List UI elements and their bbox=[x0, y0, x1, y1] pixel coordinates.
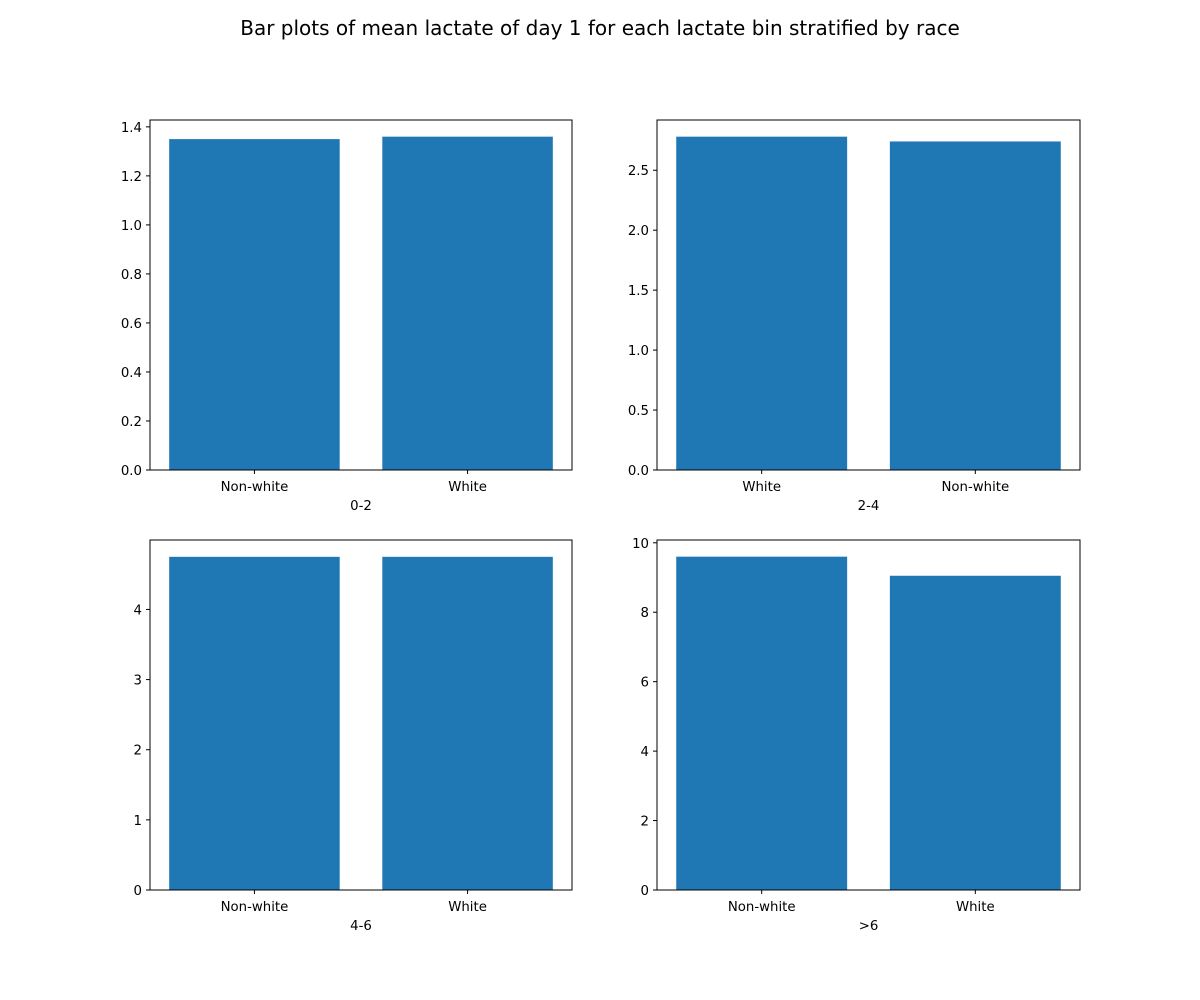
y-tick-label: 4 bbox=[641, 745, 649, 760]
x-axis-label: 4-6 bbox=[350, 919, 372, 934]
y-tick-label: 4 bbox=[134, 603, 142, 618]
x-axis-label: 0-2 bbox=[350, 499, 372, 514]
subplot-2: White Non-white 0.0 0.5 1.0 1.5 2.0 2.5 2-4 bbox=[628, 119, 1081, 514]
x-tick-label: White bbox=[956, 900, 995, 915]
subplot-4: Non-white White 0 2 4 6 8 10 >6 bbox=[632, 537, 1081, 934]
x-tick-label: Non-white bbox=[221, 900, 289, 915]
y-tick-label: 10 bbox=[632, 537, 649, 552]
x-tick-label: White bbox=[742, 480, 781, 495]
y-tick-label: 0.2 bbox=[121, 415, 142, 430]
y-tick-label: 0.8 bbox=[121, 268, 142, 283]
y-tick-label: 1.2 bbox=[121, 170, 142, 185]
y-tick-label: 8 bbox=[641, 606, 649, 621]
bar-non-white bbox=[169, 139, 340, 470]
y-tick-label: 2 bbox=[134, 744, 142, 759]
y-tick-label: 1.0 bbox=[121, 219, 142, 234]
y-tick-label: 0.4 bbox=[121, 366, 142, 381]
bar-non-white bbox=[169, 556, 340, 890]
axes-frame bbox=[656, 119, 1081, 471]
y-tick-label: 0.5 bbox=[628, 404, 649, 419]
subplot-3: Non-white White 0 1 2 3 4 4-6 bbox=[134, 539, 573, 934]
y-tick-label: 3 bbox=[134, 674, 142, 689]
x-tick-label: Non-white bbox=[941, 480, 1009, 495]
figure-title: Bar plots of mean lactate of day 1 for e… bbox=[240, 16, 960, 40]
bar-white bbox=[382, 136, 553, 470]
y-tick-label: 1.5 bbox=[628, 284, 649, 299]
bar-white bbox=[382, 556, 553, 890]
y-tick-label: 2.0 bbox=[628, 224, 649, 239]
x-axis-label: 2-4 bbox=[858, 499, 880, 514]
x-tick-label: White bbox=[448, 900, 487, 915]
y-tick-label: 0 bbox=[641, 884, 649, 899]
y-tick-label: 1 bbox=[134, 814, 142, 829]
subplot-grid: Non-white White 0.0 0.2 0.4 0.6 0.8 1.0 1.2 1.4 0-… bbox=[121, 119, 1081, 934]
y-tick-label: 6 bbox=[641, 676, 649, 691]
y-tick-label: 0.0 bbox=[628, 464, 649, 479]
y-tick-label: 0.0 bbox=[121, 464, 142, 479]
x-tick-label: White bbox=[448, 480, 487, 495]
subplot-1: Non-white White 0.0 0.2 0.4 0.6 0.8 1.0 1.2 1.4 0-… bbox=[121, 119, 573, 514]
axes-frame bbox=[149, 119, 573, 471]
x-axis-label: >6 bbox=[859, 919, 879, 934]
y-tick-label: 0.6 bbox=[121, 317, 142, 332]
axes-frame bbox=[656, 539, 1081, 891]
y-tick-label: 1.4 bbox=[121, 121, 142, 136]
axes-frame bbox=[149, 539, 573, 891]
y-tick-label: 2 bbox=[641, 815, 649, 830]
y-tick-label: 1.0 bbox=[628, 344, 649, 359]
bar-white bbox=[676, 136, 848, 470]
y-tick-label: 2.5 bbox=[628, 164, 649, 179]
x-tick-label: Non-white bbox=[221, 480, 289, 495]
bar-non-white bbox=[676, 556, 848, 890]
bar-non-white bbox=[889, 141, 1061, 470]
bar-white bbox=[889, 575, 1061, 890]
x-tick-label: Non-white bbox=[728, 900, 796, 915]
y-tick-label: 0 bbox=[134, 884, 142, 899]
